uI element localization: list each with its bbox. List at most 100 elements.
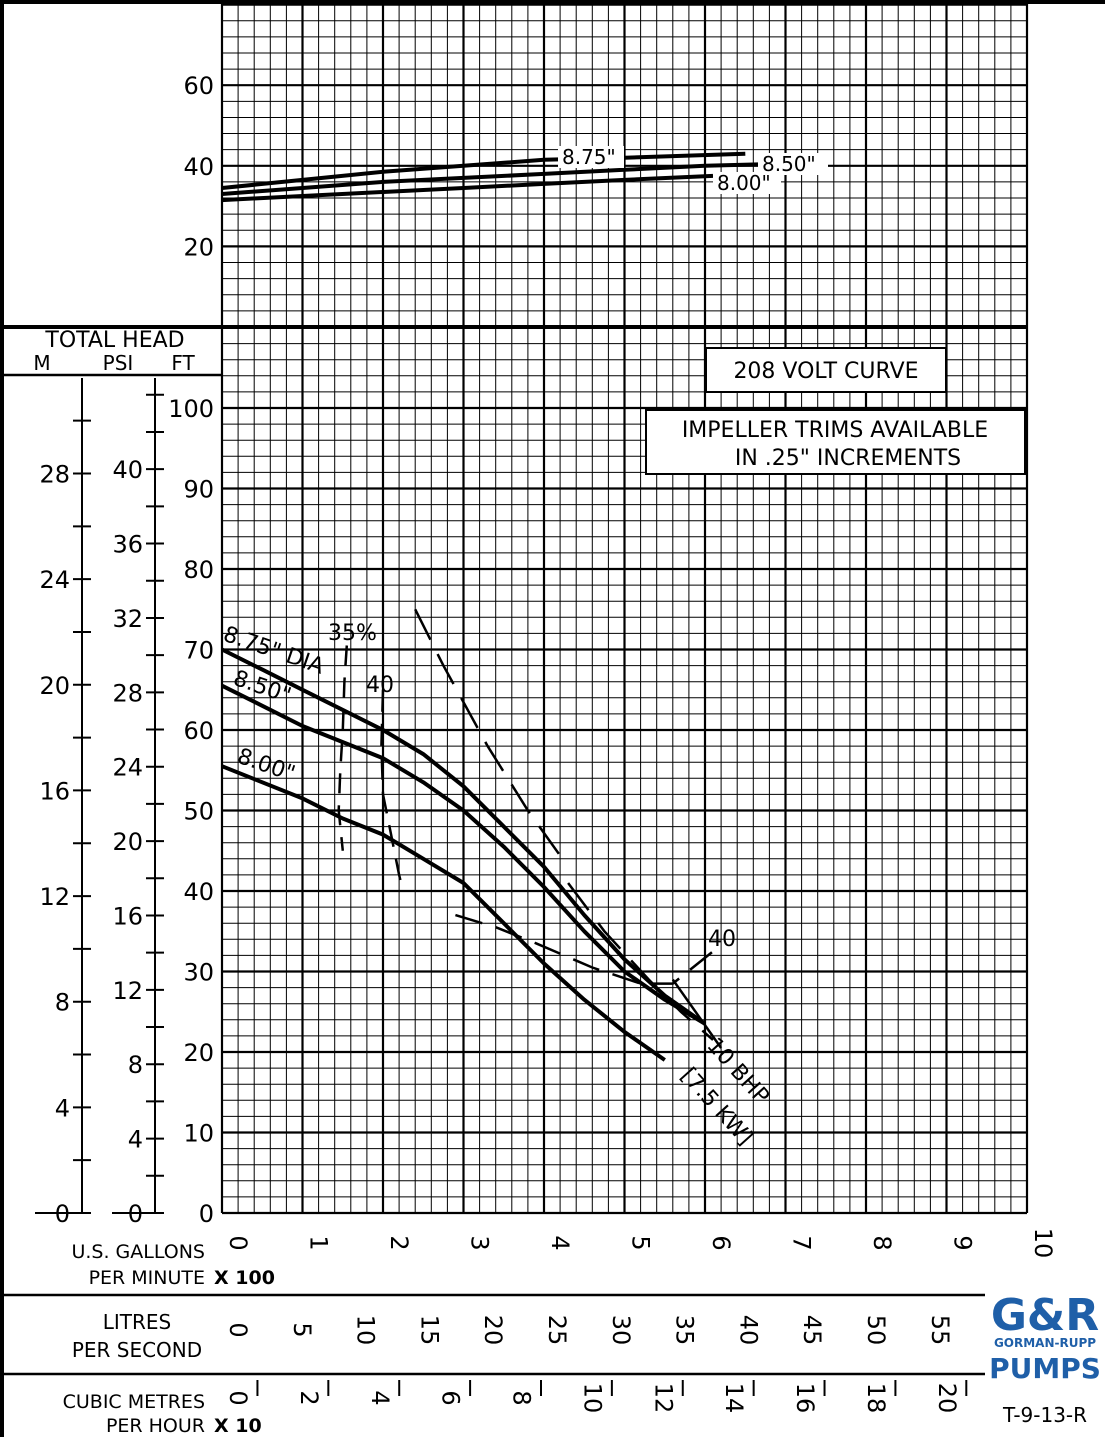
m3h-tick-label: 4 bbox=[366, 1390, 394, 1405]
impeller-trims-box: IMPELLER TRIMS AVAILABLE IN .25" INCREME… bbox=[645, 409, 1026, 475]
m-tick-label: 8 bbox=[55, 989, 70, 1017]
head-curve-line bbox=[221, 764, 666, 1062]
psi-tick-label: 16 bbox=[112, 902, 143, 930]
power-label-800: 8.00" bbox=[713, 171, 781, 195]
head-col-ft: FT bbox=[171, 351, 195, 375]
gpm-tick-labels: 0 1 2 3 4 5 6 7 8 9 10 bbox=[224, 1228, 1057, 1259]
svg-text:208 VOLT CURVE: 208 VOLT CURVE bbox=[733, 359, 918, 384]
m-tick-labels: 0 4 8 12 16 20 24 28 bbox=[35, 378, 91, 1228]
efficiency-curves bbox=[337, 608, 723, 1049]
ft-tick-label: 0 bbox=[199, 1200, 214, 1228]
psi-tick-label: 28 bbox=[112, 679, 143, 707]
ft-tick-label: 40 bbox=[183, 878, 214, 906]
gpm-tick-label: 1 bbox=[305, 1235, 333, 1250]
m3h-multiplier: X 10 bbox=[214, 1415, 262, 1437]
lps-tick-label: 20 bbox=[479, 1315, 507, 1346]
ft-tick-label: 70 bbox=[183, 637, 214, 665]
ft-tick-label: 10 bbox=[183, 1120, 214, 1148]
label-850: 8.50" bbox=[230, 666, 294, 709]
psi-tick-label: 36 bbox=[112, 531, 143, 559]
lps-label-2: PER SECOND bbox=[72, 1338, 202, 1362]
power-curve-line bbox=[221, 151, 746, 190]
power-curve-line bbox=[221, 161, 778, 196]
gpm-multiplier: X 100 bbox=[214, 1267, 275, 1289]
upper-tick-labels: 20 40 60 bbox=[183, 72, 214, 261]
gpm-tick-label: 2 bbox=[385, 1235, 413, 1250]
gpm-tick-label: 3 bbox=[466, 1235, 494, 1250]
bhp-curve-line bbox=[671, 978, 723, 1049]
ft-tick-label: 30 bbox=[183, 959, 214, 987]
gpm-unit-label-2: PER MINUTE bbox=[89, 1267, 205, 1289]
m3h-tick-label: 6 bbox=[437, 1390, 465, 1405]
lps-tick-label: 55 bbox=[926, 1315, 954, 1346]
gpm-tick-label: 7 bbox=[788, 1235, 816, 1250]
upper-tick-label: 60 bbox=[183, 72, 214, 100]
psi-tick-label: 20 bbox=[112, 828, 143, 856]
gpm-tick-label: 4 bbox=[546, 1235, 574, 1250]
power-curve-line bbox=[221, 173, 714, 203]
head-col-m: M bbox=[33, 351, 50, 375]
psi-tick-label: 8 bbox=[128, 1051, 143, 1079]
psi-tick-label: 40 bbox=[112, 456, 143, 484]
efficiency-curve-line bbox=[380, 689, 405, 892]
psi-tick-label: 12 bbox=[112, 977, 143, 1005]
m-tick-label: 16 bbox=[39, 777, 70, 805]
svg-text:G&R: G&R bbox=[991, 1290, 1099, 1341]
label-800: 8.00" bbox=[234, 744, 298, 787]
efficiency-curve-line bbox=[414, 608, 570, 868]
gpm-tick-label: 8 bbox=[868, 1235, 896, 1250]
head-curves bbox=[221, 647, 707, 1062]
efficiency-curve-line bbox=[455, 913, 714, 985]
ft-tick-label: 50 bbox=[183, 798, 214, 826]
power-curves bbox=[221, 151, 778, 203]
ft-tick-label: 90 bbox=[183, 476, 214, 504]
psi-tick-label: 4 bbox=[128, 1126, 143, 1154]
m3h-tick-label: 20 bbox=[933, 1383, 961, 1414]
m-tick-label: 28 bbox=[39, 460, 70, 488]
m3h-tick-label: 14 bbox=[720, 1383, 748, 1414]
m3h-tick-label: 12 bbox=[649, 1383, 677, 1414]
label-eff-40-lower: 40 bbox=[708, 927, 736, 952]
lps-tick-label: 45 bbox=[798, 1315, 826, 1346]
m3h-tick-label: 0 bbox=[224, 1390, 252, 1405]
gpm-tick-label: 5 bbox=[627, 1235, 655, 1250]
lps-tick-label: 0 bbox=[224, 1322, 252, 1337]
lps-tick-label: 10 bbox=[352, 1315, 380, 1346]
power-label-875: 8.75" bbox=[558, 145, 624, 169]
lps-tick-label: 15 bbox=[415, 1315, 443, 1346]
svg-text:GORMAN-RUPP: GORMAN-RUPP bbox=[994, 1336, 1096, 1350]
m3h-label: CUBIC METRES bbox=[63, 1391, 205, 1413]
psi-tick-label: 24 bbox=[112, 754, 143, 782]
m-tick-label: 4 bbox=[55, 1094, 70, 1122]
ft-tick-label: 80 bbox=[183, 556, 214, 584]
m-tick-label: 24 bbox=[39, 566, 70, 594]
lps-tick-label: 50 bbox=[862, 1315, 890, 1346]
head-axis-title: TOTAL HEAD bbox=[44, 328, 184, 353]
total-head-axis: TOTAL HEAD M PSI FT bbox=[33, 328, 195, 375]
svg-text:8.00": 8.00" bbox=[717, 171, 771, 195]
m3h-tick-label: 18 bbox=[862, 1383, 890, 1414]
gpm-tick-label: 9 bbox=[949, 1235, 977, 1250]
voltage-box: 208 VOLT CURVE bbox=[705, 347, 947, 393]
lps-label: LITRES bbox=[103, 1310, 172, 1334]
lps-tick-label: 5 bbox=[288, 1322, 316, 1337]
ft-tick-label: 100 bbox=[168, 395, 214, 423]
drawing-number: T-9-13-R bbox=[1002, 1403, 1087, 1427]
m-tick-label: 12 bbox=[39, 883, 70, 911]
m3h-label-2: PER HOUR bbox=[106, 1415, 205, 1437]
svg-text:IN .25" INCREMENTS: IN .25" INCREMENTS bbox=[735, 446, 961, 471]
svg-text:PUMPS: PUMPS bbox=[989, 1352, 1101, 1385]
head-curve-line bbox=[221, 647, 707, 1026]
m3h-tick-label: 2 bbox=[295, 1390, 323, 1405]
m3h-tick-label: 16 bbox=[791, 1383, 819, 1414]
m-tick-label: 0 bbox=[55, 1200, 70, 1228]
gpm-tick-label: 6 bbox=[707, 1235, 735, 1250]
ft-tick-labels: 0 10 20 30 40 50 60 70 80 90 100 bbox=[168, 395, 214, 1228]
m-tick-label: 20 bbox=[39, 672, 70, 700]
psi-tick-label: 32 bbox=[112, 605, 143, 633]
svg-text:IMPELLER TRIMS AVAILABLE: IMPELLER TRIMS AVAILABLE bbox=[682, 418, 988, 443]
lps-tick-labels: 0 5 10 15 20 25 30 35 40 45 50 55 bbox=[224, 1315, 954, 1346]
lps-tick-label: 25 bbox=[543, 1315, 571, 1346]
